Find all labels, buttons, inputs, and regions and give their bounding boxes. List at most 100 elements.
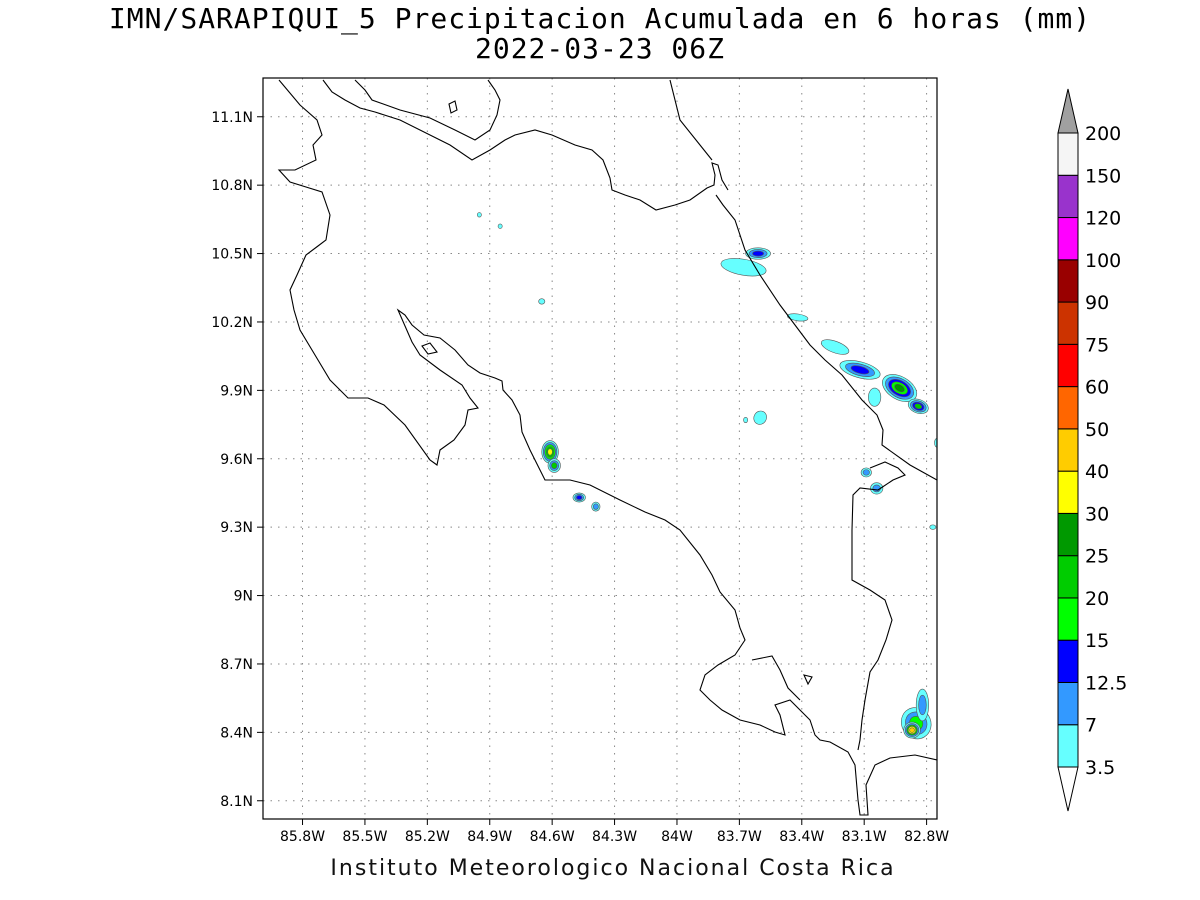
precip-cell — [541, 440, 559, 464]
colorbar-swatch — [1057, 512, 1079, 557]
precip-cell — [745, 247, 771, 260]
x-tick-label: 82.8W — [904, 829, 949, 845]
precip-contour — [929, 524, 937, 530]
colorbar-label: 100 — [1085, 250, 1121, 272]
colorbar-label: 90 — [1085, 292, 1109, 314]
footer-credit: Instituto Meteorologico Nacional Costa R… — [330, 856, 896, 881]
y-tick-label: 8.4N — [220, 725, 253, 741]
colorbar-label: 60 — [1085, 377, 1109, 399]
precip-contour — [872, 484, 881, 493]
y-tick-label: 8.7N — [220, 657, 253, 673]
x-tick-label: 83.4W — [779, 829, 824, 845]
colorbar-swatch — [1057, 343, 1079, 388]
precip-contour — [934, 437, 937, 448]
precip-cell — [547, 458, 561, 473]
x-tick-label: 85.2W — [405, 829, 450, 845]
precip-cell — [860, 467, 872, 478]
colorbar-label: 7 — [1085, 715, 1097, 737]
precip-contour — [720, 258, 767, 277]
x-tick-label: 85.8W — [280, 829, 325, 845]
colorbar-label: 20 — [1085, 588, 1109, 610]
colorbar-swatch — [1057, 259, 1079, 303]
colorbar-swatch — [1057, 301, 1079, 345]
colorbar-label: 12.5 — [1085, 672, 1127, 694]
colorbar-label: 120 — [1085, 208, 1121, 230]
precip-contour — [868, 387, 882, 407]
precipitation-field — [476, 212, 937, 740]
y-tick-label: 10.2N — [211, 315, 253, 331]
precip-contour — [862, 469, 870, 476]
islet-south — [803, 674, 813, 686]
colorbar-legend: 3.5 7 12.5 15 20 25 30 40 50 60 75 90 100 120 150 200 — [1057, 88, 1127, 812]
colorbar-swatch — [1057, 597, 1079, 641]
y-tick-label: 9.6N — [220, 452, 253, 468]
precip-contour — [894, 383, 905, 393]
colorbar-label: 15 — [1085, 630, 1109, 652]
precip-cell — [903, 721, 921, 739]
colorbar-label: 30 — [1085, 503, 1109, 525]
colorbar-swatch — [1057, 386, 1079, 430]
plot-frame — [262, 77, 938, 820]
precip-cell — [929, 524, 937, 530]
precip-cell — [743, 416, 748, 424]
islet-north — [448, 100, 458, 114]
colorbar-arrow-bottom — [1057, 766, 1079, 812]
colorbar-label: 75 — [1085, 334, 1109, 356]
precip-contour — [743, 416, 748, 424]
precip-contour — [787, 313, 809, 322]
coastline-caribbean-north — [354, 79, 501, 141]
precip-contour — [592, 503, 599, 510]
precip-cell — [907, 398, 929, 414]
colorbar-swatch — [1057, 681, 1079, 726]
precip-contour — [547, 448, 553, 456]
chart-subtitle: 2022-03-23 06Z — [474, 32, 725, 65]
precip-cell — [476, 212, 482, 218]
coastline-caribbean — [669, 79, 937, 481]
precip-cell — [820, 339, 850, 355]
precip-cell — [497, 223, 503, 229]
precip-cell — [868, 387, 882, 407]
latitude-axis: 8.1N 8.4N 8.7N 9N 9.3N 9.6N 9.9N 10.2N 10.5N 10.8… — [211, 110, 263, 810]
x-tick-label: 84.3W — [592, 829, 637, 845]
x-tick-label: 83.7W — [717, 829, 762, 845]
colorbar-swatch — [1057, 428, 1079, 472]
precip-cell — [753, 410, 767, 425]
precip-contour — [850, 365, 870, 375]
precip-contour — [497, 223, 503, 229]
colorbar-label: 25 — [1085, 546, 1109, 568]
precip-contour — [753, 410, 767, 425]
map-grid — [263, 78, 937, 819]
colorbar-swatch — [1057, 555, 1079, 599]
y-tick-label: 8.1N — [220, 794, 253, 810]
precip-cell — [870, 482, 884, 495]
coastline-caribbean-nicaragua — [277, 79, 937, 816]
precip-cell — [538, 298, 546, 305]
precip-cell — [720, 258, 767, 277]
x-tick-label: 85.5W — [342, 829, 387, 845]
chart-title: IMN/SARAPIQUI_5 Precipitacion Acumulada … — [108, 2, 1092, 35]
isla-chira — [421, 342, 438, 355]
longitude-axis: 85.8W 85.5W 85.2W 84.9W 84.6W 84.3W 84W 83.7W 83… — [280, 819, 949, 845]
x-tick-label: 84.9W — [467, 829, 512, 845]
precip-cell — [915, 688, 929, 722]
precip-contour — [820, 339, 850, 355]
colorbar-swatch — [1057, 724, 1079, 768]
precip-contour — [918, 694, 927, 716]
colorbar-label: 200 — [1085, 123, 1121, 145]
precip-contour — [576, 495, 583, 500]
precip-cell — [839, 360, 881, 380]
y-tick-label: 11.1N — [211, 110, 253, 126]
precip-contour — [752, 250, 764, 257]
y-tick-label: 9N — [234, 589, 253, 605]
colorbar-label: 3.5 — [1085, 757, 1115, 779]
colorbar-swatch — [1057, 470, 1079, 514]
y-tick-label: 10.8N — [211, 178, 253, 194]
precip-contour — [914, 403, 923, 410]
coastline — [277, 79, 937, 816]
precip-cell — [572, 492, 586, 503]
precip-contour — [538, 298, 546, 305]
y-tick-label: 10.5N — [211, 247, 253, 263]
colorbar-label: 150 — [1085, 165, 1121, 187]
precip-contour — [909, 727, 915, 733]
